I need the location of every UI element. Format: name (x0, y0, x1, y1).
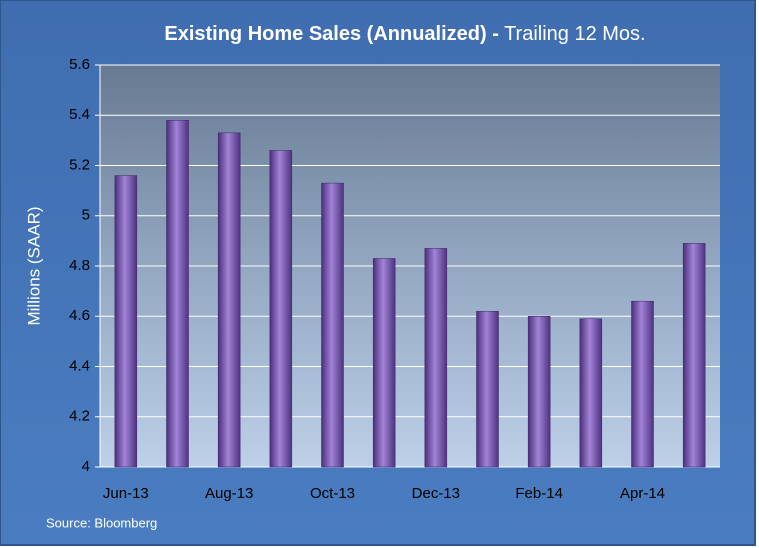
bar (424, 248, 448, 468)
y-tick-label: 4.8 (69, 257, 90, 274)
subtitle: Trailing 12 Mos. (504, 23, 646, 45)
y-tick-label: 4.2 (69, 408, 90, 425)
bar (476, 310, 499, 468)
y-tick-label: 5 (82, 207, 90, 224)
x-tick-label: Dec-13 (412, 485, 460, 502)
y-axis-label: Millions (SAAR) (24, 206, 43, 325)
x-tick-label: Feb-14 (515, 485, 563, 502)
bar (321, 182, 344, 468)
y-tick-label: 4.4 (69, 357, 90, 374)
title: Existing Home Sales (Annualized) - (164, 23, 499, 45)
x-tick-label: Aug-13 (205, 485, 253, 502)
y-tick-label: 4 (82, 458, 90, 475)
bar (682, 243, 706, 468)
bar (269, 150, 293, 468)
chart-title: Existing Home Sales (Annualized) - Trail… (164, 23, 645, 45)
y-tick-label: 5.6 (69, 56, 90, 73)
bar (579, 318, 603, 468)
x-tick-label: Jun-13 (103, 485, 149, 502)
bar (372, 258, 396, 468)
source: Source: Bloomberg (46, 515, 157, 530)
y-tick-label: 5.4 (69, 106, 90, 123)
x-tick-label: Oct-13 (310, 485, 355, 502)
y-tick-label: 4.6 (69, 307, 90, 324)
bar (217, 132, 241, 468)
bar (166, 120, 189, 468)
x-tick-label: Apr-14 (620, 485, 665, 502)
bar (114, 175, 138, 468)
bar (631, 300, 654, 468)
y-tick-label: 5.2 (69, 156, 90, 173)
bar (527, 316, 551, 468)
